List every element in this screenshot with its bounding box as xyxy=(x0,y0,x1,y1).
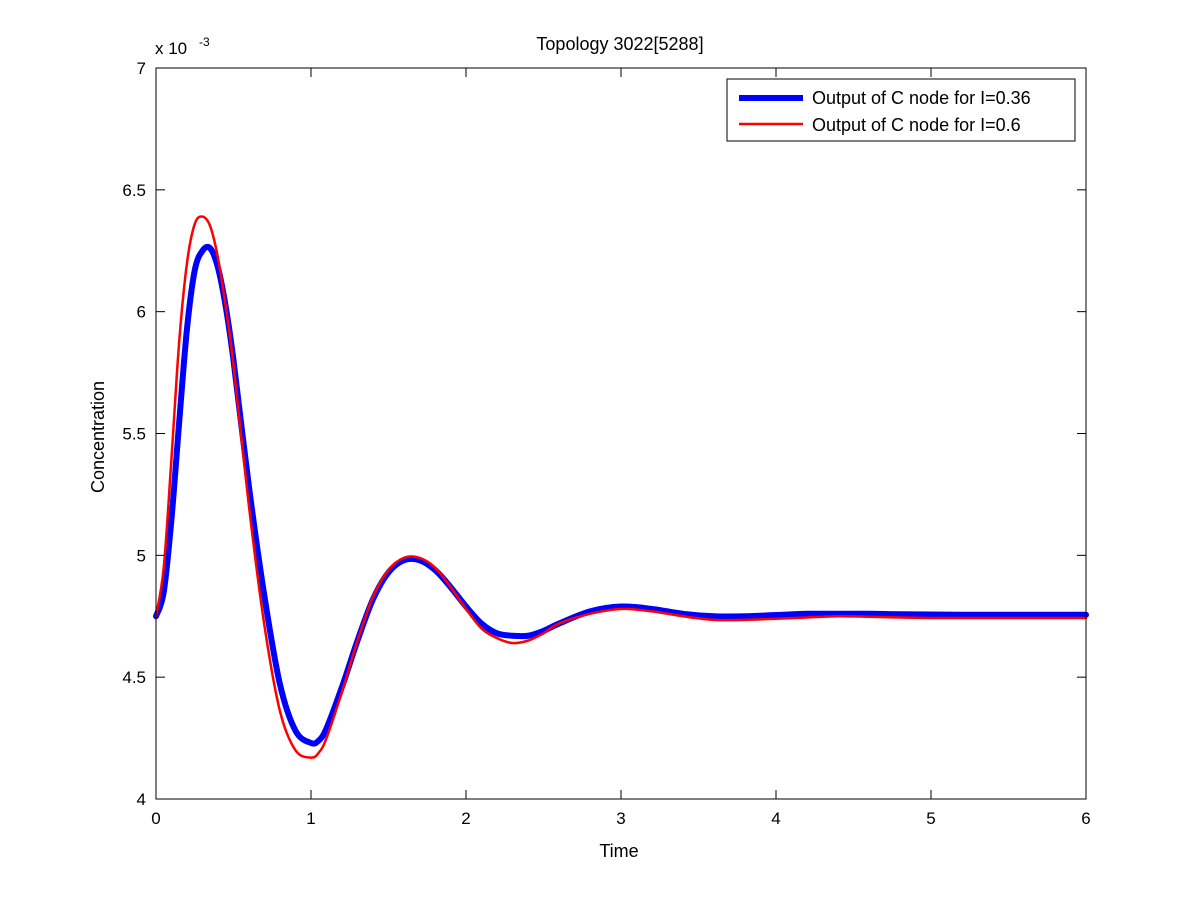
y-axis-label: Concentration xyxy=(88,381,108,493)
x-axis-label: Time xyxy=(599,841,638,861)
y-multiplier: x 10 -3 xyxy=(155,35,210,58)
x-tick-label: 5 xyxy=(926,809,935,828)
y-tick-label: 5 xyxy=(137,546,146,565)
plot-background xyxy=(156,68,1086,799)
y-tick-label: 4.5 xyxy=(122,668,146,687)
legend: Output of C node for I=0.36 Output of C … xyxy=(726,78,1076,142)
legend-label-series-2: Output of C node for I=0.6 xyxy=(812,115,1021,135)
y-tick-label: 6.5 xyxy=(122,181,146,200)
y-tick-label: 7 xyxy=(137,59,146,78)
legend-label-series-1: Output of C node for I=0.36 xyxy=(812,88,1031,108)
chart-title: Topology 3022[5288] xyxy=(536,34,703,54)
x-axis-ticks: 0 1 2 3 4 5 6 xyxy=(151,68,1091,828)
plot-area: 0 1 2 3 4 5 6 4 4.5 5 5.5 6 6.5 7 xyxy=(122,59,1090,828)
series-line-2 xyxy=(154,215,1088,759)
x-tick-label: 3 xyxy=(616,809,625,828)
y-axis-ticks: 4 4.5 5 5.5 6 6.5 7 xyxy=(122,59,1086,809)
legend-box xyxy=(726,78,1076,142)
x-tick-label: 0 xyxy=(151,809,160,828)
x-tick-label: 6 xyxy=(1081,809,1090,828)
y-tick-label: 4 xyxy=(137,790,146,809)
x-tick-label: 2 xyxy=(461,809,470,828)
x-tick-label: 1 xyxy=(306,809,315,828)
y-multiplier-label: x 10 xyxy=(155,39,187,58)
x-tick-label: 4 xyxy=(771,809,780,828)
y-multiplier-exponent: -3 xyxy=(199,35,210,49)
y-tick-label: 5.5 xyxy=(122,425,146,444)
series-line-1 xyxy=(153,243,1089,747)
series-layer xyxy=(153,215,1089,759)
y-tick-label: 6 xyxy=(137,303,146,322)
